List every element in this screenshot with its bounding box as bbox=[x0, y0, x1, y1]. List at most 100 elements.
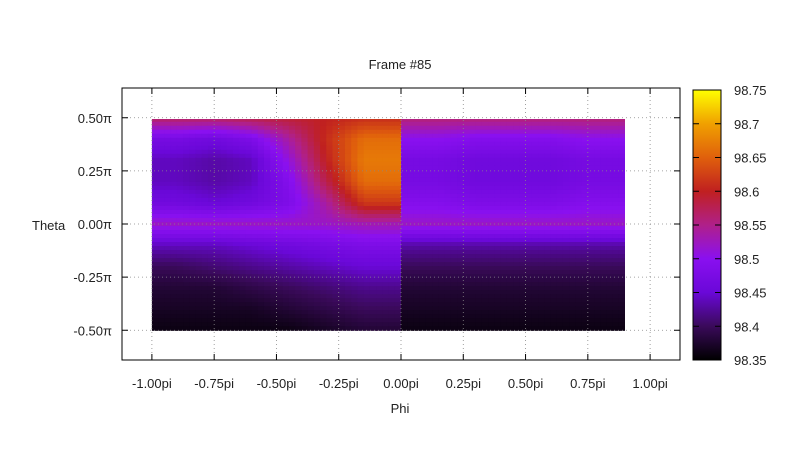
heatmap-cell bbox=[257, 145, 265, 151]
heatmap-cell bbox=[481, 173, 489, 179]
heatmap-cell bbox=[618, 201, 625, 207]
heatmap-cell bbox=[500, 278, 508, 283]
heatmap-cell bbox=[189, 322, 197, 327]
heatmap-cell bbox=[388, 119, 396, 123]
heatmap-cell bbox=[251, 121, 259, 127]
heatmap-cell bbox=[239, 246, 246, 251]
heatmap-cell bbox=[394, 173, 402, 179]
heatmap-cell bbox=[257, 254, 265, 259]
heatmap-cell bbox=[550, 213, 558, 219]
heatmap-cell bbox=[488, 141, 496, 147]
heatmap-cell bbox=[301, 217, 309, 223]
heatmap-cell bbox=[332, 274, 340, 279]
heatmap-cell bbox=[556, 189, 564, 195]
heatmap-cell bbox=[332, 213, 340, 219]
heatmap-cell bbox=[382, 274, 390, 279]
heatmap-cell bbox=[544, 274, 552, 279]
heatmap-cell bbox=[151, 318, 159, 323]
heatmap-cell bbox=[457, 242, 464, 247]
heatmap-cell bbox=[600, 250, 608, 255]
heatmap-cell bbox=[457, 222, 464, 227]
heatmap-cell bbox=[407, 217, 415, 223]
heatmap-cell bbox=[401, 153, 408, 159]
heatmap-cell bbox=[388, 314, 396, 319]
heatmap-cell bbox=[538, 197, 545, 203]
heatmap-cell bbox=[270, 238, 278, 243]
heatmap-cell bbox=[475, 230, 483, 235]
heatmap-cell bbox=[151, 226, 159, 231]
heatmap-cell bbox=[288, 161, 296, 167]
heatmap-cell bbox=[357, 310, 365, 315]
heatmap-cell bbox=[618, 286, 625, 291]
heatmap-cell bbox=[556, 169, 564, 175]
heatmap-cell bbox=[326, 181, 334, 187]
heatmap-cell bbox=[170, 310, 178, 315]
heatmap-cell bbox=[332, 217, 340, 223]
heatmap-cell bbox=[513, 314, 520, 319]
heatmap-cell bbox=[494, 298, 502, 303]
heatmap-cell bbox=[151, 294, 159, 299]
heatmap-cell bbox=[376, 318, 383, 323]
heatmap-cell bbox=[469, 318, 477, 323]
heatmap-cell bbox=[220, 278, 228, 283]
heatmap-cell bbox=[519, 173, 527, 179]
heatmap-cell bbox=[618, 149, 625, 155]
heatmap-cell bbox=[506, 125, 514, 131]
heatmap-cell bbox=[332, 310, 340, 315]
heatmap-cell bbox=[207, 189, 215, 195]
heatmap-cell bbox=[463, 209, 471, 215]
heatmap-cell bbox=[376, 278, 383, 283]
heatmap-cell bbox=[594, 205, 601, 211]
heatmap-cell bbox=[351, 238, 359, 243]
heatmap-cell bbox=[232, 133, 240, 139]
heatmap-cell bbox=[344, 250, 352, 255]
heatmap-cell bbox=[170, 282, 178, 287]
heatmap-cell bbox=[481, 205, 489, 211]
heatmap-cell bbox=[457, 169, 464, 175]
heatmap-cell bbox=[338, 290, 346, 295]
heatmap-cell bbox=[394, 314, 402, 319]
heatmap-cell bbox=[525, 129, 533, 135]
heatmap-cell bbox=[413, 173, 421, 179]
heatmap-cell bbox=[158, 266, 165, 271]
heatmap-cell bbox=[226, 153, 234, 159]
heatmap-cell bbox=[288, 222, 296, 227]
heatmap-cell bbox=[594, 230, 601, 235]
heatmap-cell bbox=[531, 185, 539, 191]
heatmap-cell bbox=[282, 121, 290, 127]
heatmap-cell bbox=[618, 165, 625, 171]
heatmap-cell bbox=[332, 238, 340, 243]
heatmap-cell bbox=[575, 290, 583, 295]
heatmap-cell bbox=[425, 129, 433, 135]
heatmap-cell bbox=[531, 234, 539, 239]
heatmap-cell bbox=[295, 298, 302, 303]
heatmap-cell bbox=[562, 205, 570, 211]
heatmap-cell bbox=[357, 262, 365, 267]
heatmap-cell bbox=[288, 250, 296, 255]
heatmap-cell bbox=[382, 133, 390, 139]
heatmap-cell bbox=[232, 153, 240, 159]
heatmap-cell bbox=[581, 121, 589, 127]
heatmap-cell bbox=[519, 153, 527, 159]
heatmap-cell bbox=[270, 234, 278, 239]
heatmap-cell bbox=[263, 137, 271, 143]
heatmap-cell bbox=[525, 145, 533, 151]
heatmap-cell bbox=[176, 242, 184, 247]
heatmap-cell bbox=[245, 314, 253, 319]
heatmap-cell bbox=[525, 157, 533, 163]
heatmap-cell bbox=[500, 145, 508, 151]
heatmap-cell bbox=[612, 149, 620, 155]
heatmap-cell bbox=[301, 302, 309, 307]
heatmap-cell bbox=[257, 318, 265, 323]
heatmap-cell bbox=[251, 209, 259, 215]
heatmap-cell bbox=[245, 266, 253, 271]
heatmap-cell bbox=[226, 310, 234, 315]
heatmap-cell bbox=[239, 189, 246, 195]
heatmap-cell bbox=[307, 242, 315, 247]
heatmap-cell bbox=[369, 177, 377, 183]
heatmap-cell bbox=[220, 230, 228, 235]
heatmap-cell bbox=[251, 282, 259, 287]
heatmap-cell bbox=[301, 278, 309, 283]
heatmap-cell bbox=[214, 246, 221, 251]
heatmap-cell bbox=[369, 201, 377, 207]
